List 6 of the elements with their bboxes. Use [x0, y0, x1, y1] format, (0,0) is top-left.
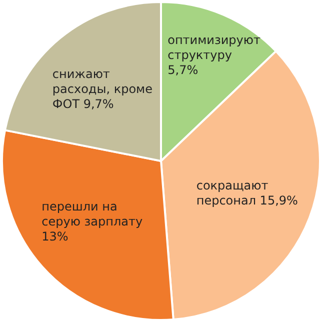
data-label: 5,7% — [168, 62, 198, 77]
slice-label: оптимизируют структуру — [168, 32, 260, 62]
slice-label: перешли на серую зарплату — [42, 199, 143, 228]
data-label: 13% — [42, 229, 68, 244]
slice-label: снижают расходы, кроме ФОТ 9,7% — [52, 66, 152, 111]
slice-label: сокращают персонал 15,9% — [196, 178, 298, 208]
